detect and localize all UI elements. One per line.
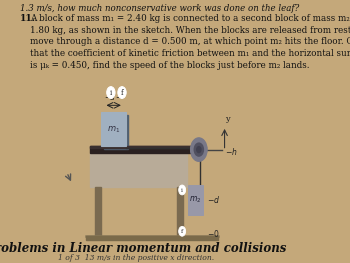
- Circle shape: [118, 87, 126, 98]
- Bar: [90, 153, 187, 187]
- Circle shape: [197, 147, 201, 153]
- Text: A block of mass m₁ = 2.40 kg is connected to a second block of mass m₂ =
1.80 kg: A block of mass m₁ = 2.40 kg is connecte…: [30, 14, 350, 70]
- Bar: [188, 185, 203, 215]
- Bar: [86, 236, 218, 240]
- Text: f: f: [121, 89, 123, 97]
- Text: $m_1$: $m_1$: [107, 125, 120, 135]
- Circle shape: [179, 226, 186, 236]
- Circle shape: [107, 87, 115, 98]
- Bar: [95, 187, 101, 236]
- Text: Problems in Linear momentum and collisions: Problems in Linear momentum and collisio…: [0, 242, 286, 255]
- Text: 11.: 11.: [20, 14, 36, 23]
- Text: 1.3 m/s, how much nonconservative work was done on the leaf?: 1.3 m/s, how much nonconservative work w…: [20, 4, 299, 13]
- Text: $m_2$: $m_2$: [189, 195, 202, 205]
- Text: $-d-$: $-d-$: [104, 93, 123, 102]
- Bar: [90, 146, 201, 153]
- Circle shape: [190, 138, 207, 161]
- Bar: [102, 112, 126, 146]
- Text: f: f: [181, 229, 183, 234]
- Text: y: y: [225, 115, 230, 123]
- Text: $-0$: $-0$: [207, 228, 220, 239]
- Bar: [177, 187, 183, 236]
- Text: $-h$: $-h$: [225, 146, 238, 157]
- Text: $-d$: $-d$: [207, 194, 220, 205]
- Text: 1 of 3  13 m/s in the positive x direction.: 1 of 3 13 m/s in the positive x directio…: [58, 254, 214, 262]
- Bar: [90, 146, 201, 148]
- Circle shape: [179, 185, 186, 195]
- Bar: [104, 115, 128, 149]
- Text: i: i: [110, 89, 112, 97]
- Text: i: i: [181, 188, 183, 193]
- Circle shape: [194, 143, 203, 156]
